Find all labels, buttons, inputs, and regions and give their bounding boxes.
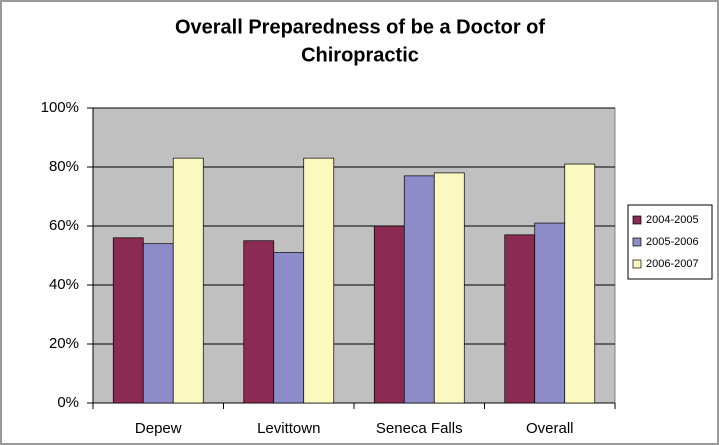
y-tick-label: 40%: [49, 276, 79, 293]
y-tick-label: 100%: [41, 99, 79, 116]
legend-swatch: [632, 215, 642, 225]
bar: [142, 243, 174, 404]
bar: [433, 172, 465, 404]
x-tick-label: Seneca Falls: [376, 420, 463, 437]
legend-swatch: [632, 237, 642, 247]
bar: [172, 157, 204, 404]
bar: [534, 222, 566, 404]
chart-title: Chiropractic: [301, 44, 419, 66]
y-tick-label: 20%: [49, 335, 79, 352]
bar: [243, 240, 275, 404]
bar: [112, 237, 144, 404]
bar: [564, 163, 596, 404]
y-tick-label: 80%: [49, 158, 79, 175]
legend-label: 2005-2006: [646, 236, 699, 248]
x-tick-label: Depew: [135, 420, 182, 437]
legend-label: 2004-2005: [646, 214, 699, 226]
x-tick-label: Levittown: [257, 420, 320, 437]
bar: [373, 225, 405, 404]
legend-box: [627, 204, 713, 280]
bar: [504, 234, 536, 404]
bar: [273, 252, 305, 404]
y-tick-label: 0%: [57, 394, 79, 411]
bar: [403, 175, 435, 404]
bar: [303, 157, 335, 404]
y-tick-label: 60%: [49, 217, 79, 234]
chart-title: Overall Preparedness of be a Doctor of: [175, 16, 545, 38]
legend-label: 2006-2007: [646, 258, 699, 270]
x-tick-label: Overall: [526, 420, 574, 437]
legend-swatch: [632, 259, 642, 269]
